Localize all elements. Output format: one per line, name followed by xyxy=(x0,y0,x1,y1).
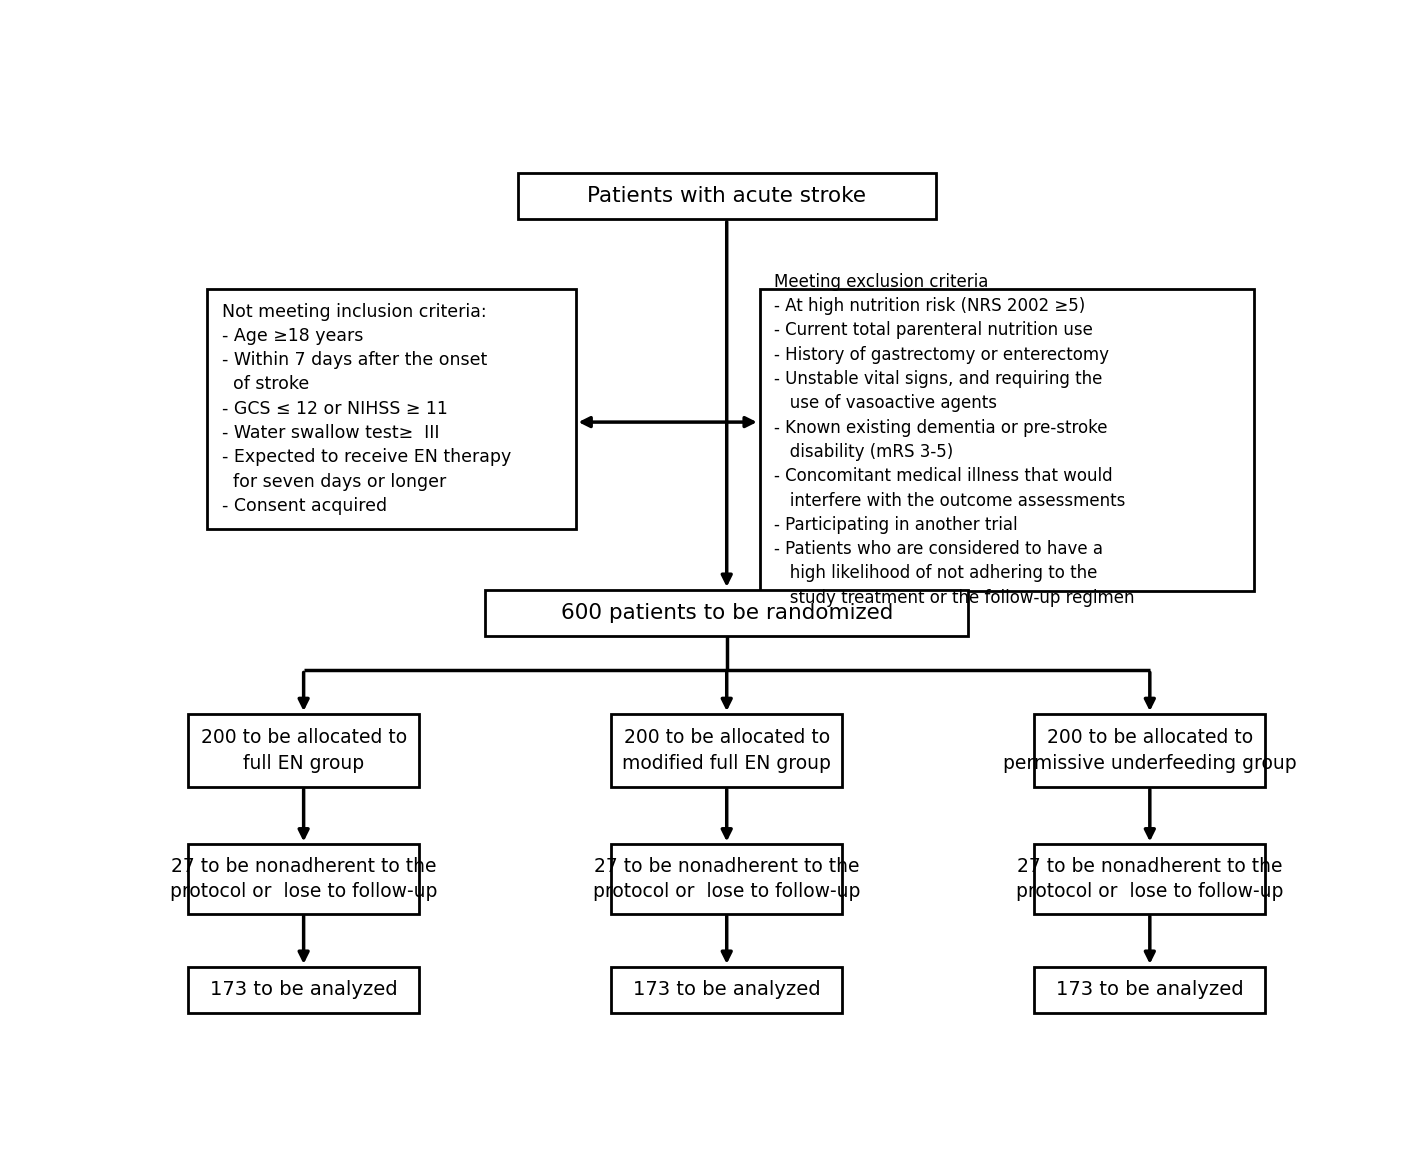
Bar xyxy=(207,289,576,529)
Text: Not meeting inclusion criteria:
- Age ≥18 years
- Within 7 days after the onset
: Not meeting inclusion criteria: - Age ≥1… xyxy=(221,303,510,515)
Text: 27 to be nonadherent to the
protocol or  lose to follow-up: 27 to be nonadherent to the protocol or … xyxy=(593,857,861,901)
Text: Meeting exclusion criteria
- At high nutrition risk (NRS 2002 ≥5)
- Current tota: Meeting exclusion criteria - At high nut… xyxy=(774,273,1134,607)
Text: 173 to be analyzed: 173 to be analyzed xyxy=(1056,980,1244,999)
Bar xyxy=(611,844,842,914)
Text: 173 to be analyzed: 173 to be analyzed xyxy=(210,980,397,999)
Bar xyxy=(189,967,420,1013)
Text: 200 to be allocated to
full EN group: 200 to be allocated to full EN group xyxy=(200,728,407,773)
Bar xyxy=(1035,714,1265,787)
Bar xyxy=(189,714,420,787)
Bar xyxy=(611,714,842,787)
Bar xyxy=(518,173,936,219)
Text: 173 to be analyzed: 173 to be analyzed xyxy=(632,980,821,999)
Bar xyxy=(189,844,420,914)
Bar xyxy=(1035,844,1265,914)
Bar xyxy=(611,967,842,1013)
Text: 27 to be nonadherent to the
protocol or  lose to follow-up: 27 to be nonadherent to the protocol or … xyxy=(170,857,437,901)
Text: 600 patients to be randomized: 600 patients to be randomized xyxy=(560,602,893,623)
Text: Patients with acute stroke: Patients with acute stroke xyxy=(587,185,866,206)
Text: 200 to be allocated to
modified full EN group: 200 to be allocated to modified full EN … xyxy=(623,728,831,773)
Bar xyxy=(760,289,1254,591)
Text: 27 to be nonadherent to the
protocol or  lose to follow-up: 27 to be nonadherent to the protocol or … xyxy=(1017,857,1283,901)
Bar xyxy=(485,590,968,636)
Text: 200 to be allocated to
permissive underfeeding group: 200 to be allocated to permissive underf… xyxy=(1003,728,1296,773)
Bar xyxy=(1035,967,1265,1013)
